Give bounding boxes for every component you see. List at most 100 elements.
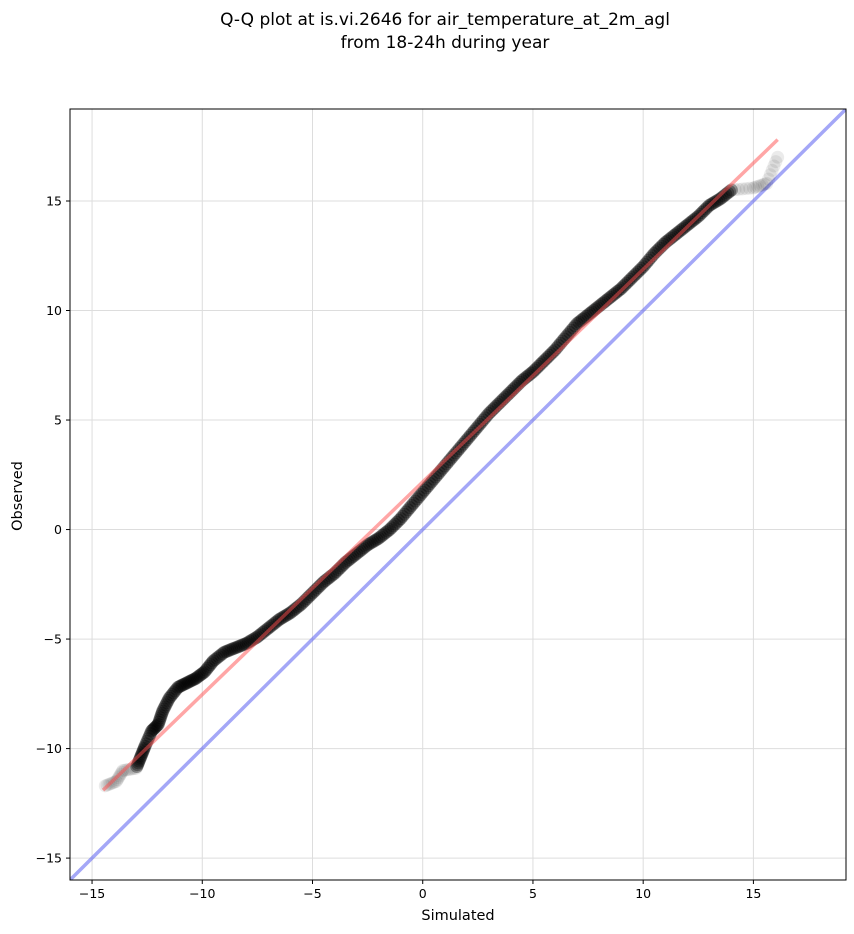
data-point [210,651,224,665]
data-point [145,724,159,738]
data-point [120,763,134,777]
data-point [570,317,584,331]
data-point [405,498,419,512]
y-tick-label: 15 [46,193,62,208]
data-point [195,667,209,681]
y-axis-label: Observed [10,461,26,531]
data-point [418,483,432,497]
data-point [154,709,168,723]
data-point [282,607,296,621]
data-point [767,159,781,173]
x-tick-label: −10 [189,886,215,901]
data-point [373,530,387,544]
data-point [190,670,204,684]
data-point [671,225,685,239]
data-point [153,713,167,727]
data-point [383,523,397,537]
data-point [234,639,248,653]
x-tick-label: 10 [635,886,651,901]
data-point [159,698,173,712]
data-point [157,702,171,716]
data-point [256,625,270,639]
y-tick-label: −10 [36,741,62,756]
data-point [771,150,785,164]
data-point [526,365,540,379]
y-axis-ticks: −15 −10 −5 0 5 10 15 [36,193,70,866]
data-point [763,168,777,182]
data-point [130,759,144,773]
x-tick-label: −15 [79,886,105,901]
data-point [147,722,161,736]
y-tick-label: 5 [54,413,62,428]
x-tick-label: −5 [303,886,321,901]
data-point [475,415,489,429]
data-point [149,720,163,734]
data-point [170,682,184,696]
data-point [150,719,164,733]
data-point [728,183,742,197]
data-point [357,541,371,555]
data-point [388,517,402,531]
data-point [134,750,148,764]
data-point [638,258,652,272]
data-point [392,513,406,527]
identity-line [70,109,846,880]
data-point [156,704,170,718]
data-point [713,192,727,206]
data-point [197,665,211,679]
data-point [473,417,487,431]
x-tick-label: 5 [529,886,537,901]
data-point [403,501,417,515]
data-point [753,179,767,193]
data-point [225,642,239,656]
data-point [445,450,459,464]
data-point [530,361,544,375]
data-point [175,678,189,692]
data-point [192,669,206,683]
data-point [152,715,166,729]
data-point [199,663,213,677]
data-point [739,182,753,196]
data-point [181,675,195,689]
x-axis-ticks: −15 −10 −5 0 5 10 15 [79,880,761,901]
data-point [223,643,237,657]
data-point [167,686,181,700]
data-point [447,448,461,462]
data-point [605,289,619,303]
data-point [416,485,430,499]
data-point [110,773,124,787]
y-tick-label: −15 [36,851,62,866]
data-point [574,314,588,328]
data-point [760,176,774,190]
data-point [743,181,757,195]
data-point [160,696,174,710]
data-point [421,479,435,493]
data-point [765,163,779,177]
data-point [669,227,683,241]
data-point [359,539,373,553]
data-point [746,181,760,195]
data-point [172,680,186,694]
data-point [184,674,198,688]
chart-title-line1: Q-Q plot at is.vi.2646 for air_temperatu… [220,10,670,30]
x-tick-label: 15 [745,886,761,901]
data-point [394,512,408,526]
data-point [755,178,769,192]
data-point [254,627,268,641]
plot-area [70,109,846,880]
data-point [366,535,380,549]
data-point [161,693,175,707]
data-point [260,623,274,637]
data-point [399,505,413,519]
data-point [607,287,621,301]
data-point [228,641,242,655]
data-point [202,659,216,673]
data-point [449,446,463,460]
data-point [206,654,220,668]
data-point [208,653,222,667]
data-point [761,172,775,186]
data-point [217,645,231,659]
data-point [381,524,395,538]
data-point [214,648,228,662]
